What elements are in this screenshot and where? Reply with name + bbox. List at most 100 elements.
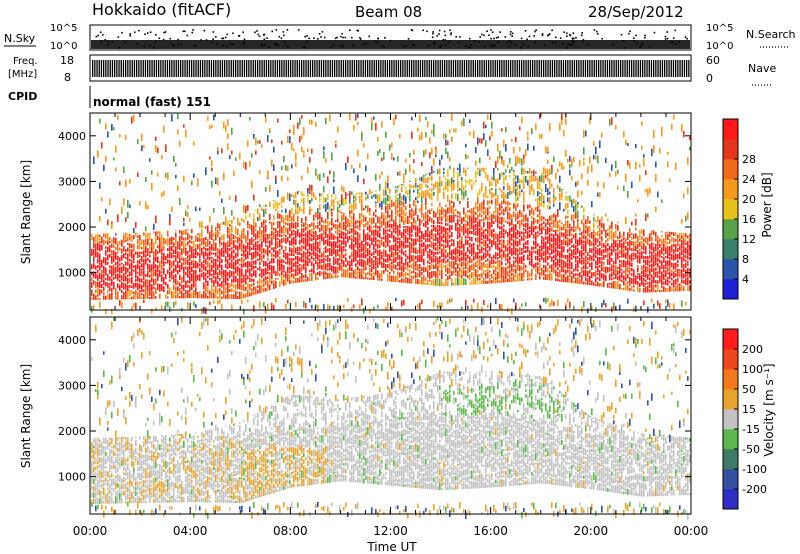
data-cell xyxy=(179,282,181,287)
data-cell xyxy=(395,114,397,120)
data-cell xyxy=(497,234,499,242)
freq-bar xyxy=(503,60,505,77)
data-cell xyxy=(475,224,477,227)
data-cell xyxy=(267,280,269,289)
nsky-point xyxy=(144,33,146,35)
data-cell xyxy=(567,270,569,273)
data-cell xyxy=(213,270,215,276)
data-cell xyxy=(115,167,117,172)
data-cell xyxy=(361,274,363,279)
freq-bar xyxy=(477,60,479,77)
data-cell xyxy=(605,240,607,244)
data-cell xyxy=(105,240,107,244)
data-cell xyxy=(283,249,285,254)
data-cell xyxy=(339,243,341,252)
data-cell xyxy=(571,237,573,244)
data-cell xyxy=(289,247,291,252)
data-cell xyxy=(641,265,643,271)
data-cell xyxy=(653,284,655,293)
data-cell xyxy=(625,238,627,244)
data-cell xyxy=(151,271,153,278)
data-cell xyxy=(657,235,659,240)
data-cell xyxy=(91,249,93,256)
data-cell xyxy=(355,268,357,276)
data-cell xyxy=(437,275,439,279)
data-cell xyxy=(423,213,425,216)
nsky-point xyxy=(359,36,361,39)
data-cell xyxy=(195,206,197,212)
data-cell xyxy=(113,267,115,276)
data-cell xyxy=(393,235,395,243)
data-cell xyxy=(541,174,543,183)
data-cell xyxy=(633,289,635,292)
data-cell xyxy=(579,237,581,246)
data-cell xyxy=(351,272,353,279)
data-cell xyxy=(517,273,519,282)
data-cell xyxy=(359,228,361,231)
data-cell xyxy=(351,191,353,195)
data-cell xyxy=(133,265,135,268)
freq-bar xyxy=(318,60,320,77)
data-cell xyxy=(115,443,117,451)
data-cell xyxy=(261,268,263,276)
data-cell xyxy=(587,261,589,264)
data-cell xyxy=(609,225,611,230)
freq-bar xyxy=(395,60,397,77)
data-cell xyxy=(567,237,569,243)
data-cell xyxy=(543,298,545,302)
data-cell xyxy=(275,271,277,276)
data-cell xyxy=(119,263,121,266)
data-cell xyxy=(129,278,131,283)
freq-bar xyxy=(655,60,657,77)
y-tick-label: 1000 xyxy=(58,267,86,280)
data-cell xyxy=(499,272,501,279)
data-cell xyxy=(361,192,363,198)
data-cell xyxy=(195,235,197,242)
data-cell xyxy=(405,228,407,234)
data-cell xyxy=(343,304,345,309)
data-cell xyxy=(311,222,313,227)
data-cell xyxy=(683,280,685,284)
data-cell xyxy=(99,265,101,271)
data-cell xyxy=(371,191,373,194)
freq-bar xyxy=(96,60,98,77)
data-cell xyxy=(461,189,463,196)
data-cell xyxy=(253,265,255,269)
data-cell xyxy=(493,173,495,181)
data-cell xyxy=(315,225,317,229)
power-data xyxy=(91,113,691,315)
nsky-point xyxy=(559,37,562,39)
data-cell xyxy=(579,227,581,232)
data-cell xyxy=(447,151,449,159)
data-cell xyxy=(617,225,619,231)
data-cell xyxy=(375,204,377,208)
data-cell xyxy=(471,243,473,248)
data-cell xyxy=(149,242,151,250)
nsky-point xyxy=(238,35,240,37)
data-cell xyxy=(359,163,361,169)
data-cell xyxy=(641,246,643,250)
data-cell xyxy=(105,452,107,457)
data-cell xyxy=(225,287,227,294)
data-cell xyxy=(203,226,205,228)
data-cell xyxy=(467,214,469,220)
data-cell xyxy=(615,125,617,130)
data-cell xyxy=(301,218,303,224)
data-cell xyxy=(623,248,625,254)
data-cell xyxy=(293,268,295,273)
data-cell xyxy=(345,197,347,205)
data-cell xyxy=(355,220,357,225)
data-cell xyxy=(101,441,103,449)
data-cell xyxy=(349,260,351,263)
data-cell xyxy=(359,268,361,271)
data-cell xyxy=(625,139,627,145)
data-cell xyxy=(623,231,625,236)
data-cell xyxy=(465,154,467,160)
data-cell xyxy=(257,289,259,294)
data-cell xyxy=(103,273,105,279)
data-cell xyxy=(253,260,255,265)
freq-bar xyxy=(479,60,481,77)
data-cell xyxy=(689,285,691,291)
data-cell xyxy=(397,252,399,260)
data-cell xyxy=(355,254,357,262)
